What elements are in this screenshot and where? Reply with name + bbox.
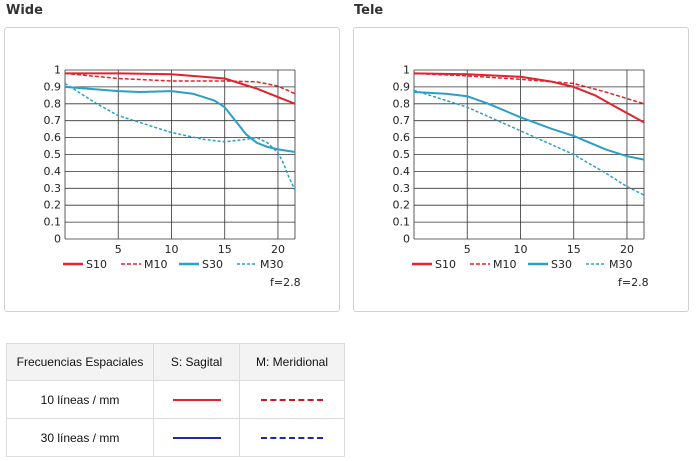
y-tick-label: 0.1 [44, 216, 62, 229]
header-sagittal: S: Sagital [153, 343, 240, 381]
series-line-s10 [65, 72, 296, 105]
series-line-s30 [413, 91, 645, 161]
solid-line-swatch [172, 437, 221, 440]
y-tick-label: 0.9 [393, 80, 411, 93]
aperture-note: f=2.8 [618, 276, 649, 289]
dashed-line-swatch [261, 399, 323, 402]
y-tick-label: 0.3 [44, 182, 62, 195]
legend-label-s30: S30 [202, 258, 223, 271]
legend-label-m30: M30 [260, 258, 284, 271]
y-tick-label: 0 [403, 233, 410, 246]
y-tick-label: 0.4 [44, 165, 62, 178]
legend-label-m10: M10 [493, 258, 517, 271]
x-tick-label: 20 [620, 243, 634, 256]
wide-title: Wide [6, 3, 43, 18]
sample-sagittal-30 [153, 418, 240, 457]
y-tick-label: 0.6 [393, 131, 411, 144]
solid-line-swatch [172, 399, 221, 402]
y-tick-label: 0.7 [393, 114, 411, 127]
y-tick-label: 0.3 [393, 182, 411, 195]
y-tick-label: 0.8 [44, 97, 62, 110]
x-tick-label: 5 [115, 243, 122, 256]
y-tick-label: 1 [54, 64, 61, 77]
y-tick-label: 0.5 [44, 148, 62, 161]
x-tick-label: 10 [164, 243, 178, 256]
series-line-s10 [413, 72, 645, 124]
series-line-m30 [413, 89, 645, 196]
legend-label-s10: S10 [435, 258, 456, 271]
legend-label-s10: S10 [86, 258, 107, 271]
sample-meridional-30 [239, 418, 345, 457]
series-line-m10 [64, 72, 296, 95]
series-line-s30 [64, 85, 296, 153]
y-tick-label: 0 [54, 233, 61, 246]
legend-label-s30: S30 [551, 258, 572, 271]
legend-table: Frecuencias Espaciales S: Sagital M: Mer… [6, 343, 345, 457]
x-tick-label: 15 [218, 243, 232, 256]
y-tick-label: 0.1 [393, 216, 411, 229]
header-frequencies: Frecuencias Espaciales [6, 343, 154, 381]
y-tick-label: 0.2 [393, 199, 411, 212]
tele-title: Tele [354, 3, 384, 18]
sample-sagittal-10 [153, 380, 240, 419]
y-tick-label: 0.8 [393, 97, 411, 110]
row-label-10: 10 líneas / mm [6, 380, 154, 419]
legend-label-m10: M10 [144, 258, 168, 271]
y-tick-label: 0.9 [44, 80, 62, 93]
row-label-30: 30 líneas / mm [6, 418, 154, 457]
y-tick-label: 1 [403, 64, 410, 77]
x-tick-label: 10 [513, 243, 527, 256]
aperture-note: f=2.8 [270, 276, 301, 289]
dashed-line-swatch [261, 437, 323, 440]
y-tick-label: 0.2 [44, 199, 62, 212]
legend-label-m30: M30 [609, 258, 633, 271]
y-tick-label: 0.6 [44, 131, 62, 144]
sample-meridional-10 [239, 380, 345, 419]
header-meridional: M: Meridional [239, 343, 345, 381]
wide-panel: 0 0.1 0.2 0.3 0.4 0.5 0.6 0.7 0.8 0.9 1 5 10 15 20 S10 M… [4, 27, 340, 312]
y-tick-label: 0.5 [393, 148, 411, 161]
series-line-m10 [413, 72, 645, 105]
x-tick-label: 5 [464, 243, 471, 256]
x-tick-label: 20 [271, 243, 285, 256]
tele-panel: 0 0.1 0.2 0.3 0.4 0.5 0.6 0.7 0.8 0.9 1 5 10 15 20 S10 M… [353, 27, 689, 312]
series-line-m30 [64, 82, 296, 191]
y-tick-label: 0.7 [44, 114, 62, 127]
y-tick-label: 0.4 [393, 165, 411, 178]
x-tick-label: 15 [567, 243, 581, 256]
